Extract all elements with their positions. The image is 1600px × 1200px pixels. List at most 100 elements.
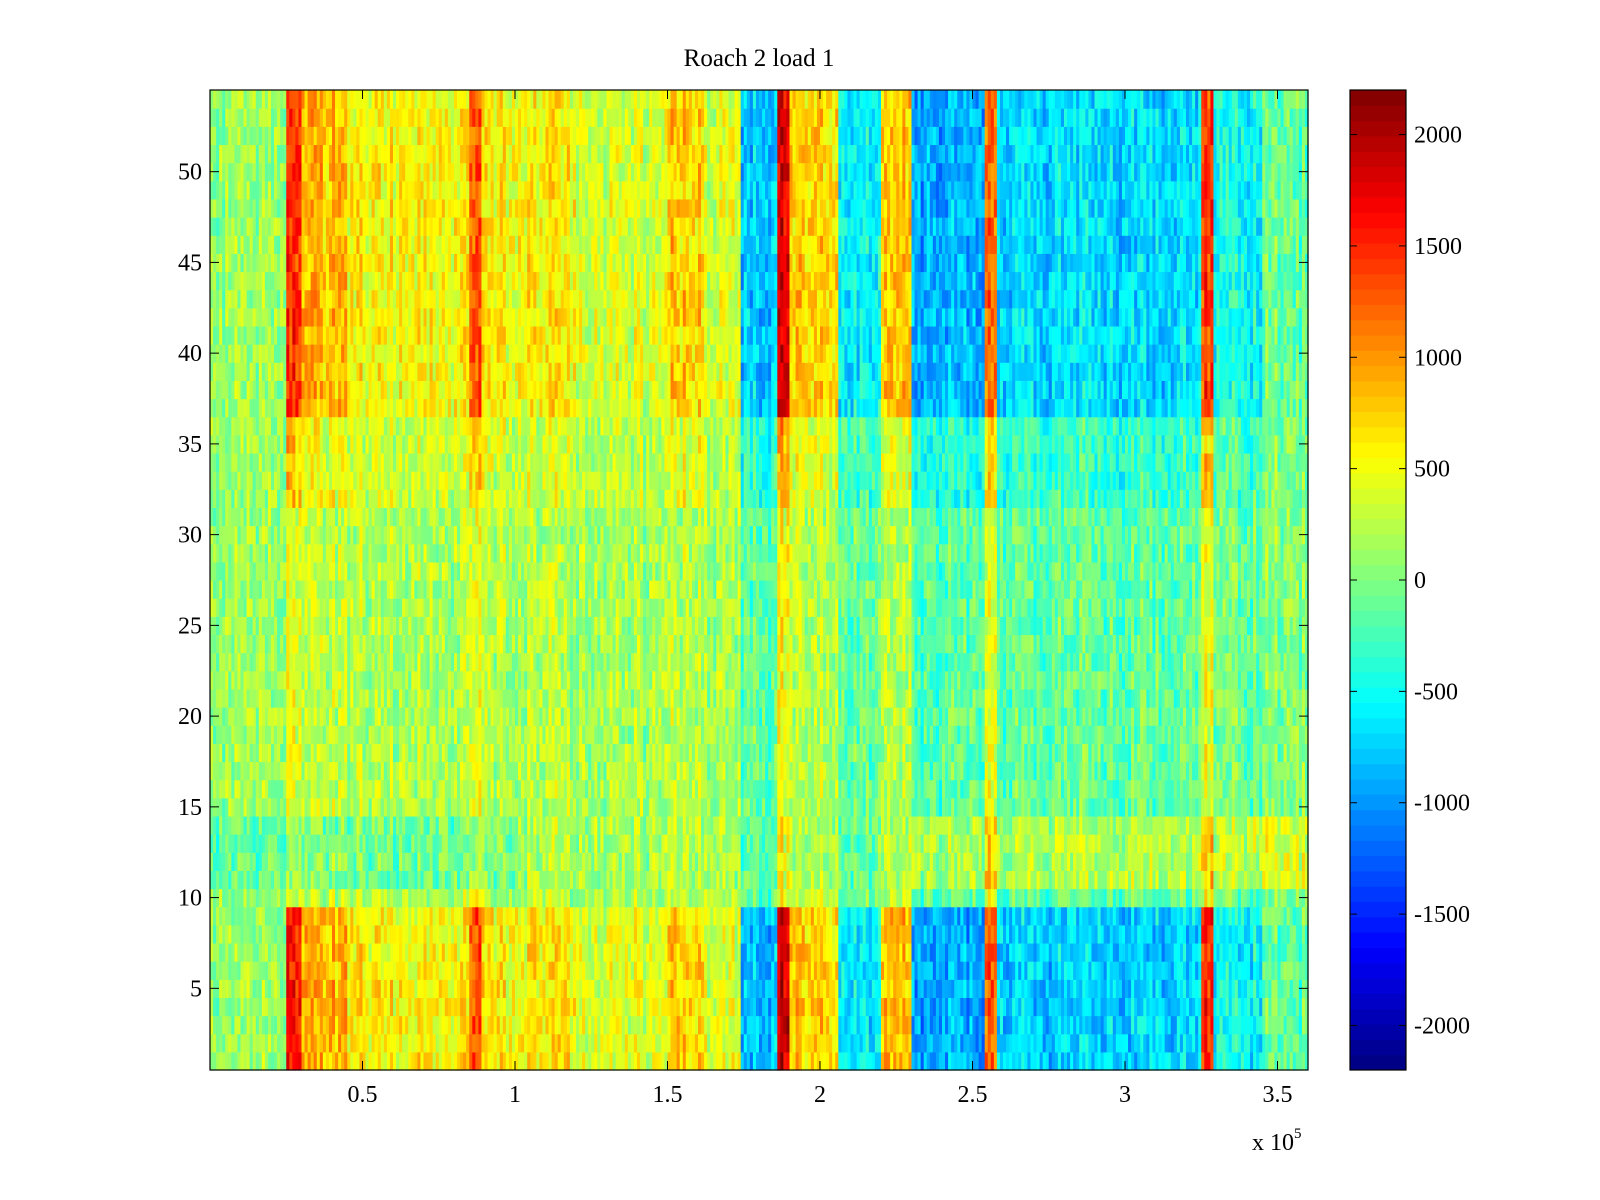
heatmap-cell (219, 598, 223, 617)
heatmap-cell (210, 307, 214, 327)
heatmap-cell (258, 979, 263, 999)
heatmap-cell (231, 906, 235, 926)
heatmap-cell (277, 961, 281, 980)
heatmap-cell (255, 888, 260, 908)
heatmap-cell (222, 380, 226, 400)
heatmap-cell (237, 979, 242, 999)
heatmap-cell (240, 325, 245, 345)
heatmap-cell (222, 870, 226, 890)
heatmap-cell (222, 198, 226, 218)
heatmap-cell (277, 380, 281, 400)
heatmap-cell (222, 834, 226, 853)
heatmap-cell (213, 235, 217, 254)
heatmap-cell (219, 416, 223, 436)
heatmap-cell (255, 598, 260, 617)
heatmap-cell (280, 1033, 284, 1053)
heatmap-cell (243, 815, 248, 835)
heatmap-cell (234, 580, 239, 599)
heatmap-cell (234, 90, 239, 109)
heatmap-cell (264, 90, 269, 109)
heatmap-cell (261, 561, 266, 581)
heatmap-cell (231, 325, 235, 345)
heatmap-cell (213, 289, 217, 309)
heatmap-cell (234, 815, 239, 835)
heatmap-cell (252, 198, 257, 218)
heatmap-cell (264, 906, 269, 926)
heatmap-cell (234, 198, 239, 218)
heatmap-cell (267, 834, 272, 853)
heatmap-cell (228, 235, 232, 254)
heatmap-cell (246, 616, 251, 636)
heatmap-cell (249, 961, 254, 980)
heatmap-cell (237, 870, 242, 890)
heatmap-cell (234, 126, 239, 146)
heatmap-cell (231, 434, 235, 454)
heatmap-cell (231, 144, 235, 164)
heatmap-cell (264, 888, 269, 908)
heatmap-cell (271, 942, 275, 962)
heatmap-cell (271, 398, 275, 418)
heatmap-cell (216, 380, 220, 400)
heatmap-cell (234, 344, 239, 363)
heatmap-cell (213, 870, 217, 890)
heatmap-cell (274, 507, 278, 527)
heatmap-cell (243, 1051, 248, 1071)
heatmap-cell (255, 198, 260, 218)
heatmap-cell (261, 707, 266, 726)
heatmap-cell (231, 888, 235, 908)
heatmap-cell (264, 289, 269, 309)
heatmap-cell (216, 1051, 220, 1071)
heatmap-cell (219, 344, 223, 363)
heatmap-cell (240, 906, 245, 926)
heatmap-cell (222, 616, 226, 636)
heatmap-cell (240, 271, 245, 291)
heatmap-cell (216, 779, 220, 799)
heatmap-cell (271, 561, 275, 581)
heatmap-cell (277, 616, 281, 636)
heatmap-cell (264, 525, 269, 545)
heatmap-cell (267, 525, 272, 545)
heatmap-cell (261, 870, 266, 890)
heatmap-cell (213, 198, 217, 218)
heatmap-cell (274, 289, 278, 309)
heatmap-cell (243, 380, 248, 400)
heatmap-cell (234, 561, 239, 581)
heatmap-cell (216, 580, 220, 599)
heatmap-cell (258, 761, 263, 781)
heatmap-cell (210, 997, 214, 1017)
heatmap-cell (243, 870, 248, 890)
heatmap-cell (274, 543, 278, 563)
heatmap-cell (246, 198, 251, 218)
heatmap-cell (246, 743, 251, 763)
heatmap-cell (228, 797, 232, 817)
heatmap-cell (255, 1015, 260, 1035)
heatmap-cell (249, 180, 254, 200)
heatmap-cell (228, 344, 232, 363)
heatmap-cell (228, 416, 232, 436)
heatmap-cell (219, 852, 223, 871)
heatmap-cell (228, 398, 232, 418)
heatmap-cell (225, 1051, 229, 1071)
heatmap-cell (210, 543, 214, 563)
heatmap-cell (210, 108, 214, 127)
heatmap-cell (249, 144, 254, 164)
heatmap-cell (258, 797, 263, 817)
heatmap-cell (267, 616, 272, 636)
heatmap-cell (249, 725, 254, 744)
heatmap-cell (264, 235, 269, 254)
heatmap-cell (222, 507, 226, 527)
heatmap-cell (222, 452, 226, 472)
heatmap-cell (216, 126, 220, 146)
heatmap-cell (252, 616, 257, 636)
heatmap-cell (255, 924, 260, 944)
heatmap-cell (255, 307, 260, 327)
heatmap-cell (267, 452, 272, 472)
heatmap-cell (264, 870, 269, 890)
heatmap-cell (222, 1015, 226, 1035)
heatmap-cell (228, 561, 232, 581)
heatmap-cell (255, 761, 260, 781)
heatmap-cell (225, 961, 229, 980)
heatmap-cell (234, 707, 239, 726)
heatmap-cell (264, 688, 269, 708)
heatmap-cell (249, 906, 254, 926)
